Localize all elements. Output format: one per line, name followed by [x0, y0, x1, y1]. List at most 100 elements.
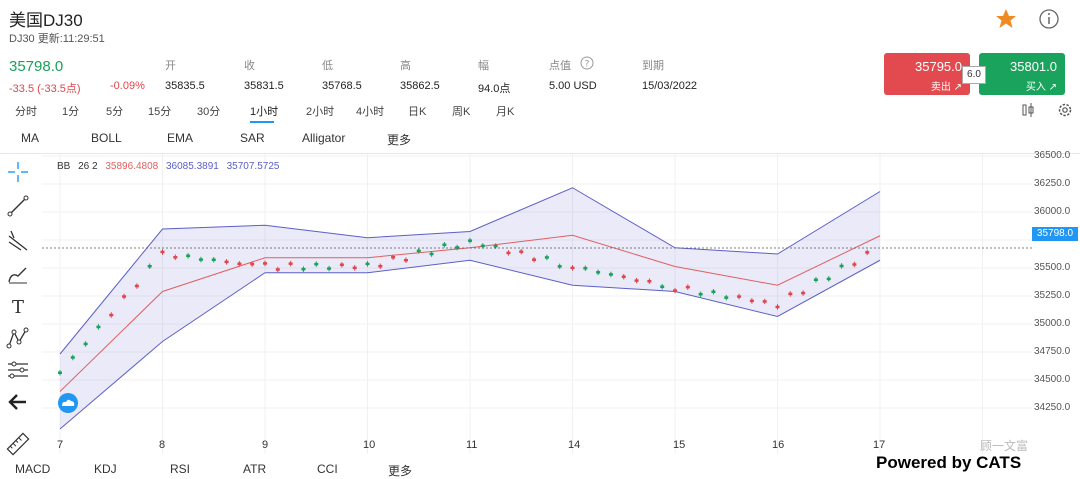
current-price: 35798.0: [9, 58, 64, 75]
stat-pointvalue-value: 5.00 USD: [549, 80, 597, 92]
candle-body: [314, 262, 319, 266]
price-chart[interactable]: [42, 154, 1032, 454]
watermark: 顾一文富: [980, 439, 1029, 453]
star-icon[interactable]: [995, 8, 1017, 30]
candle-body: [506, 251, 511, 255]
candle-body: [762, 300, 767, 303]
tab-timeshare[interactable]: 分时: [15, 106, 37, 118]
buy-button[interactable]: 35801.0 买入 ↗: [979, 53, 1065, 95]
stat-range-label: 幅: [478, 60, 489, 72]
bb-legend: BB 26 2 35896.4808 36085.3891 35707.5725: [57, 161, 279, 172]
pattern-icon[interactable]: [6, 326, 30, 350]
candle-body: [173, 256, 178, 259]
indicator-ma[interactable]: MA: [21, 131, 39, 145]
sell-label: 卖出 ↗: [930, 82, 962, 93]
stat-pointvalue-label: 点值: [549, 60, 571, 72]
compare-icon[interactable]: [1020, 102, 1036, 118]
candle-body: [583, 266, 588, 270]
buy-label: 买入 ↗: [1025, 82, 1057, 93]
candle-body: [724, 296, 729, 299]
spread-badge: 6.0: [962, 66, 986, 84]
candle-body: [468, 239, 472, 242]
tab-daily[interactable]: 日K: [408, 106, 427, 118]
y-tick: 34500.0: [1034, 374, 1071, 385]
ruler-icon[interactable]: [6, 432, 30, 456]
indicator-more-bottom[interactable]: 更多: [388, 464, 413, 478]
stat-low-label: 低: [322, 60, 333, 72]
candle-body: [378, 264, 383, 268]
candle-body: [698, 292, 703, 296]
powered-by: Powered by CATS: [876, 453, 1022, 472]
info-icon[interactable]: [1038, 8, 1060, 30]
stat-expiry-label: 到期: [642, 60, 664, 72]
stat-high-value: 35862.5: [400, 80, 440, 92]
page-title: 美国DJ30: [9, 11, 83, 30]
candle-body: [58, 371, 62, 374]
indicator-rsi[interactable]: RSI: [170, 462, 191, 476]
brush-icon[interactable]: [6, 262, 30, 286]
candle-body: [416, 249, 421, 253]
candle-body: [826, 277, 831, 281]
indicator-macd[interactable]: MACD: [15, 462, 51, 476]
buy-price: 35801.0: [1010, 59, 1057, 74]
help-icon[interactable]: ?: [580, 56, 594, 70]
candle-body: [737, 295, 742, 298]
y-tick: 36000.0: [1034, 206, 1071, 217]
indicator-atr[interactable]: ATR: [243, 462, 267, 476]
sell-button[interactable]: 35795.0 卖出 ↗: [884, 53, 970, 95]
candle-body: [160, 250, 165, 254]
fib-icon[interactable]: [6, 228, 30, 252]
x-tick: 7: [57, 439, 64, 451]
candle-body: [365, 262, 370, 266]
gear-icon[interactable]: [1057, 102, 1073, 118]
tab-5m[interactable]: 5分: [106, 106, 124, 118]
bb-legend-lower: 35707.5725: [226, 161, 280, 172]
current-price-tag: 35798.0: [1032, 227, 1078, 241]
tab-weekly[interactable]: 周K: [452, 106, 471, 118]
candle-body: [839, 264, 844, 268]
candle-body: [865, 251, 870, 254]
crosshair-icon[interactable]: [6, 160, 30, 184]
tab-1m[interactable]: 1分: [62, 106, 80, 118]
back-arrow-icon[interactable]: [6, 390, 30, 414]
bollinger-upper-line: [59, 187, 881, 355]
x-tick: 15: [673, 439, 686, 451]
candle-body: [852, 263, 857, 266]
x-tick: 14: [568, 439, 581, 451]
tab-2h[interactable]: 2小时: [306, 106, 335, 118]
active-tab-underline: [250, 121, 274, 123]
text-icon[interactable]: T: [6, 294, 30, 318]
tab-4h[interactable]: 4小时: [356, 106, 385, 118]
indicator-kdj[interactable]: KDJ: [94, 462, 117, 476]
svg-text:T: T: [12, 297, 24, 318]
tab-1h[interactable]: 1小时: [250, 106, 279, 118]
trendline-icon[interactable]: [6, 194, 30, 218]
indicator-ema[interactable]: EMA: [167, 131, 194, 145]
candle-body: [596, 271, 601, 274]
y-tick: 35250.0: [1034, 290, 1071, 301]
candle-body: [211, 258, 216, 262]
tab-monthly[interactable]: 月K: [496, 106, 515, 118]
x-tick: 9: [262, 439, 269, 451]
price-change-pct: -0.09%: [110, 80, 145, 92]
tab-30m[interactable]: 30分: [197, 106, 221, 118]
sell-price: 35795.0: [915, 59, 962, 74]
tab-15m[interactable]: 15分: [148, 106, 172, 118]
y-tick: 34250.0: [1034, 402, 1071, 413]
candle-body: [109, 313, 114, 317]
measure-icon[interactable]: [6, 358, 30, 382]
indicator-boll[interactable]: BOLL: [91, 131, 122, 145]
indicator-alligator[interactable]: Alligator: [302, 131, 346, 145]
candle-body: [301, 267, 306, 271]
candle-body: [83, 342, 88, 346]
candle-body: [263, 262, 267, 265]
indicator-more[interactable]: 更多: [387, 133, 412, 147]
bb-legend-name: BB: [57, 161, 71, 172]
candle-body: [198, 258, 203, 261]
bb-legend-upper: 36085.3891: [166, 161, 219, 172]
x-tick: 10: [363, 439, 376, 451]
y-tick: 35000.0: [1034, 318, 1071, 329]
indicator-sar[interactable]: SAR: [240, 131, 265, 145]
candle-body: [250, 262, 255, 266]
indicator-cci[interactable]: CCI: [317, 462, 338, 476]
